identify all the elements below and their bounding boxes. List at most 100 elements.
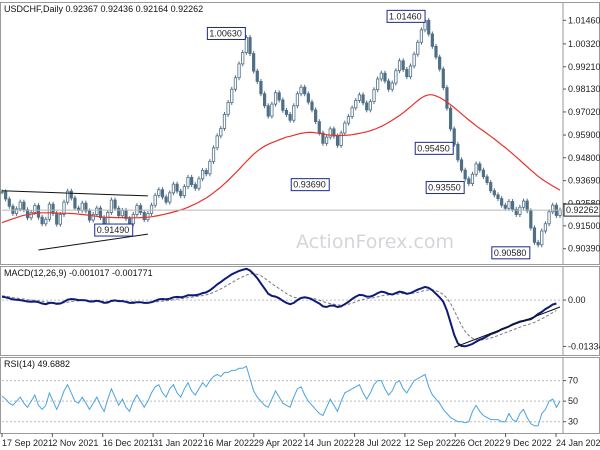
candle-body [273,92,278,105]
candle [394,68,398,86]
candle-body [394,70,398,84]
candle [459,157,464,173]
panel-frame [0,266,600,356]
y-tick-label: 50 [568,396,578,406]
candle-body [470,173,475,184]
candle [244,35,248,56]
candle [470,171,475,187]
annotation-label: 0.91490 [97,225,130,235]
candle [182,184,186,199]
y-tick-label: 0.91500 [568,221,600,231]
candle [153,192,157,208]
candle [427,17,431,37]
candle-body [40,216,44,225]
candle [248,35,252,57]
candle-body [138,205,143,213]
candle [233,75,238,92]
candle [7,196,11,209]
annotation-box [414,141,454,155]
candle-body [299,86,303,95]
y-tick-label: 0.99210 [568,62,600,72]
candle [164,194,168,205]
candle-body [270,103,274,117]
candle [452,126,456,147]
x-tick-label: 28 Jul 2022 [355,438,402,448]
candle-body [219,128,223,137]
candle [328,126,332,140]
candle-body [131,214,135,225]
y-tick-label: 0.92580 [568,199,600,209]
candle-body [441,68,445,89]
candle [142,209,146,223]
candle-body [427,19,431,35]
candle-body [510,201,515,210]
candle [284,107,289,117]
candle [18,199,22,212]
candle-body [496,194,500,200]
candle-body [179,190,183,197]
annotation-box [290,178,330,192]
current-price-box [563,203,600,217]
candle [299,84,303,97]
candle-body [36,205,41,218]
candle [222,111,227,131]
candle-body [503,204,507,209]
price-panel: 1.01460 1.00320 0.99210 0.98130 0.97020 0.959… [0,2,600,265]
candle-body [306,93,310,103]
candle-body [168,192,172,203]
y-tick-label: 0.98130 [568,84,600,94]
candle-body [361,94,365,104]
candle [62,199,66,217]
candle-body [536,241,540,246]
y-tick-label: 1.01460 [568,15,600,25]
candle-body [80,202,84,211]
candle-body [14,208,19,214]
candle-body [55,213,59,225]
candle [237,61,241,81]
candle [368,99,372,113]
candle-body [397,60,402,72]
candle-body [175,183,179,192]
candle [80,200,84,213]
annotation-label: 1.00630 [209,28,242,38]
candle-body [44,218,48,225]
candle-body [346,116,351,124]
panel-header: RSI(14) 49.6882 [4,359,70,369]
candle [208,158,212,177]
candle-body [328,128,332,138]
candle [262,91,267,109]
candle [521,198,526,210]
candle-body [478,163,482,171]
annotation-box [206,26,246,40]
candle [200,168,205,182]
x-tick-label: 2 Nov 2021 [52,438,98,448]
candle [350,105,354,119]
candle [489,180,493,194]
level-annotation: 1.01460 [386,9,426,23]
candle [332,126,336,139]
trendline [454,306,561,348]
candle-body [51,203,55,214]
candle [467,176,471,187]
candle-body [222,114,227,129]
candle [536,239,540,248]
candle-body [481,169,486,178]
candle [47,201,52,222]
candle [448,105,453,132]
candle [295,91,300,109]
candle [365,100,369,113]
candle-body [259,81,263,95]
candle-body [292,105,296,121]
candle [376,76,380,93]
candle-body [314,109,318,123]
candle [138,203,143,215]
y-tick-label: 0.94800 [568,153,600,163]
candle-body [430,33,434,47]
macd-line-0 [1,267,557,348]
candle-body [438,56,442,70]
candle [416,39,420,57]
candle-body [262,93,267,107]
candle-body [288,114,292,121]
candle [230,86,234,105]
candle [25,207,30,221]
